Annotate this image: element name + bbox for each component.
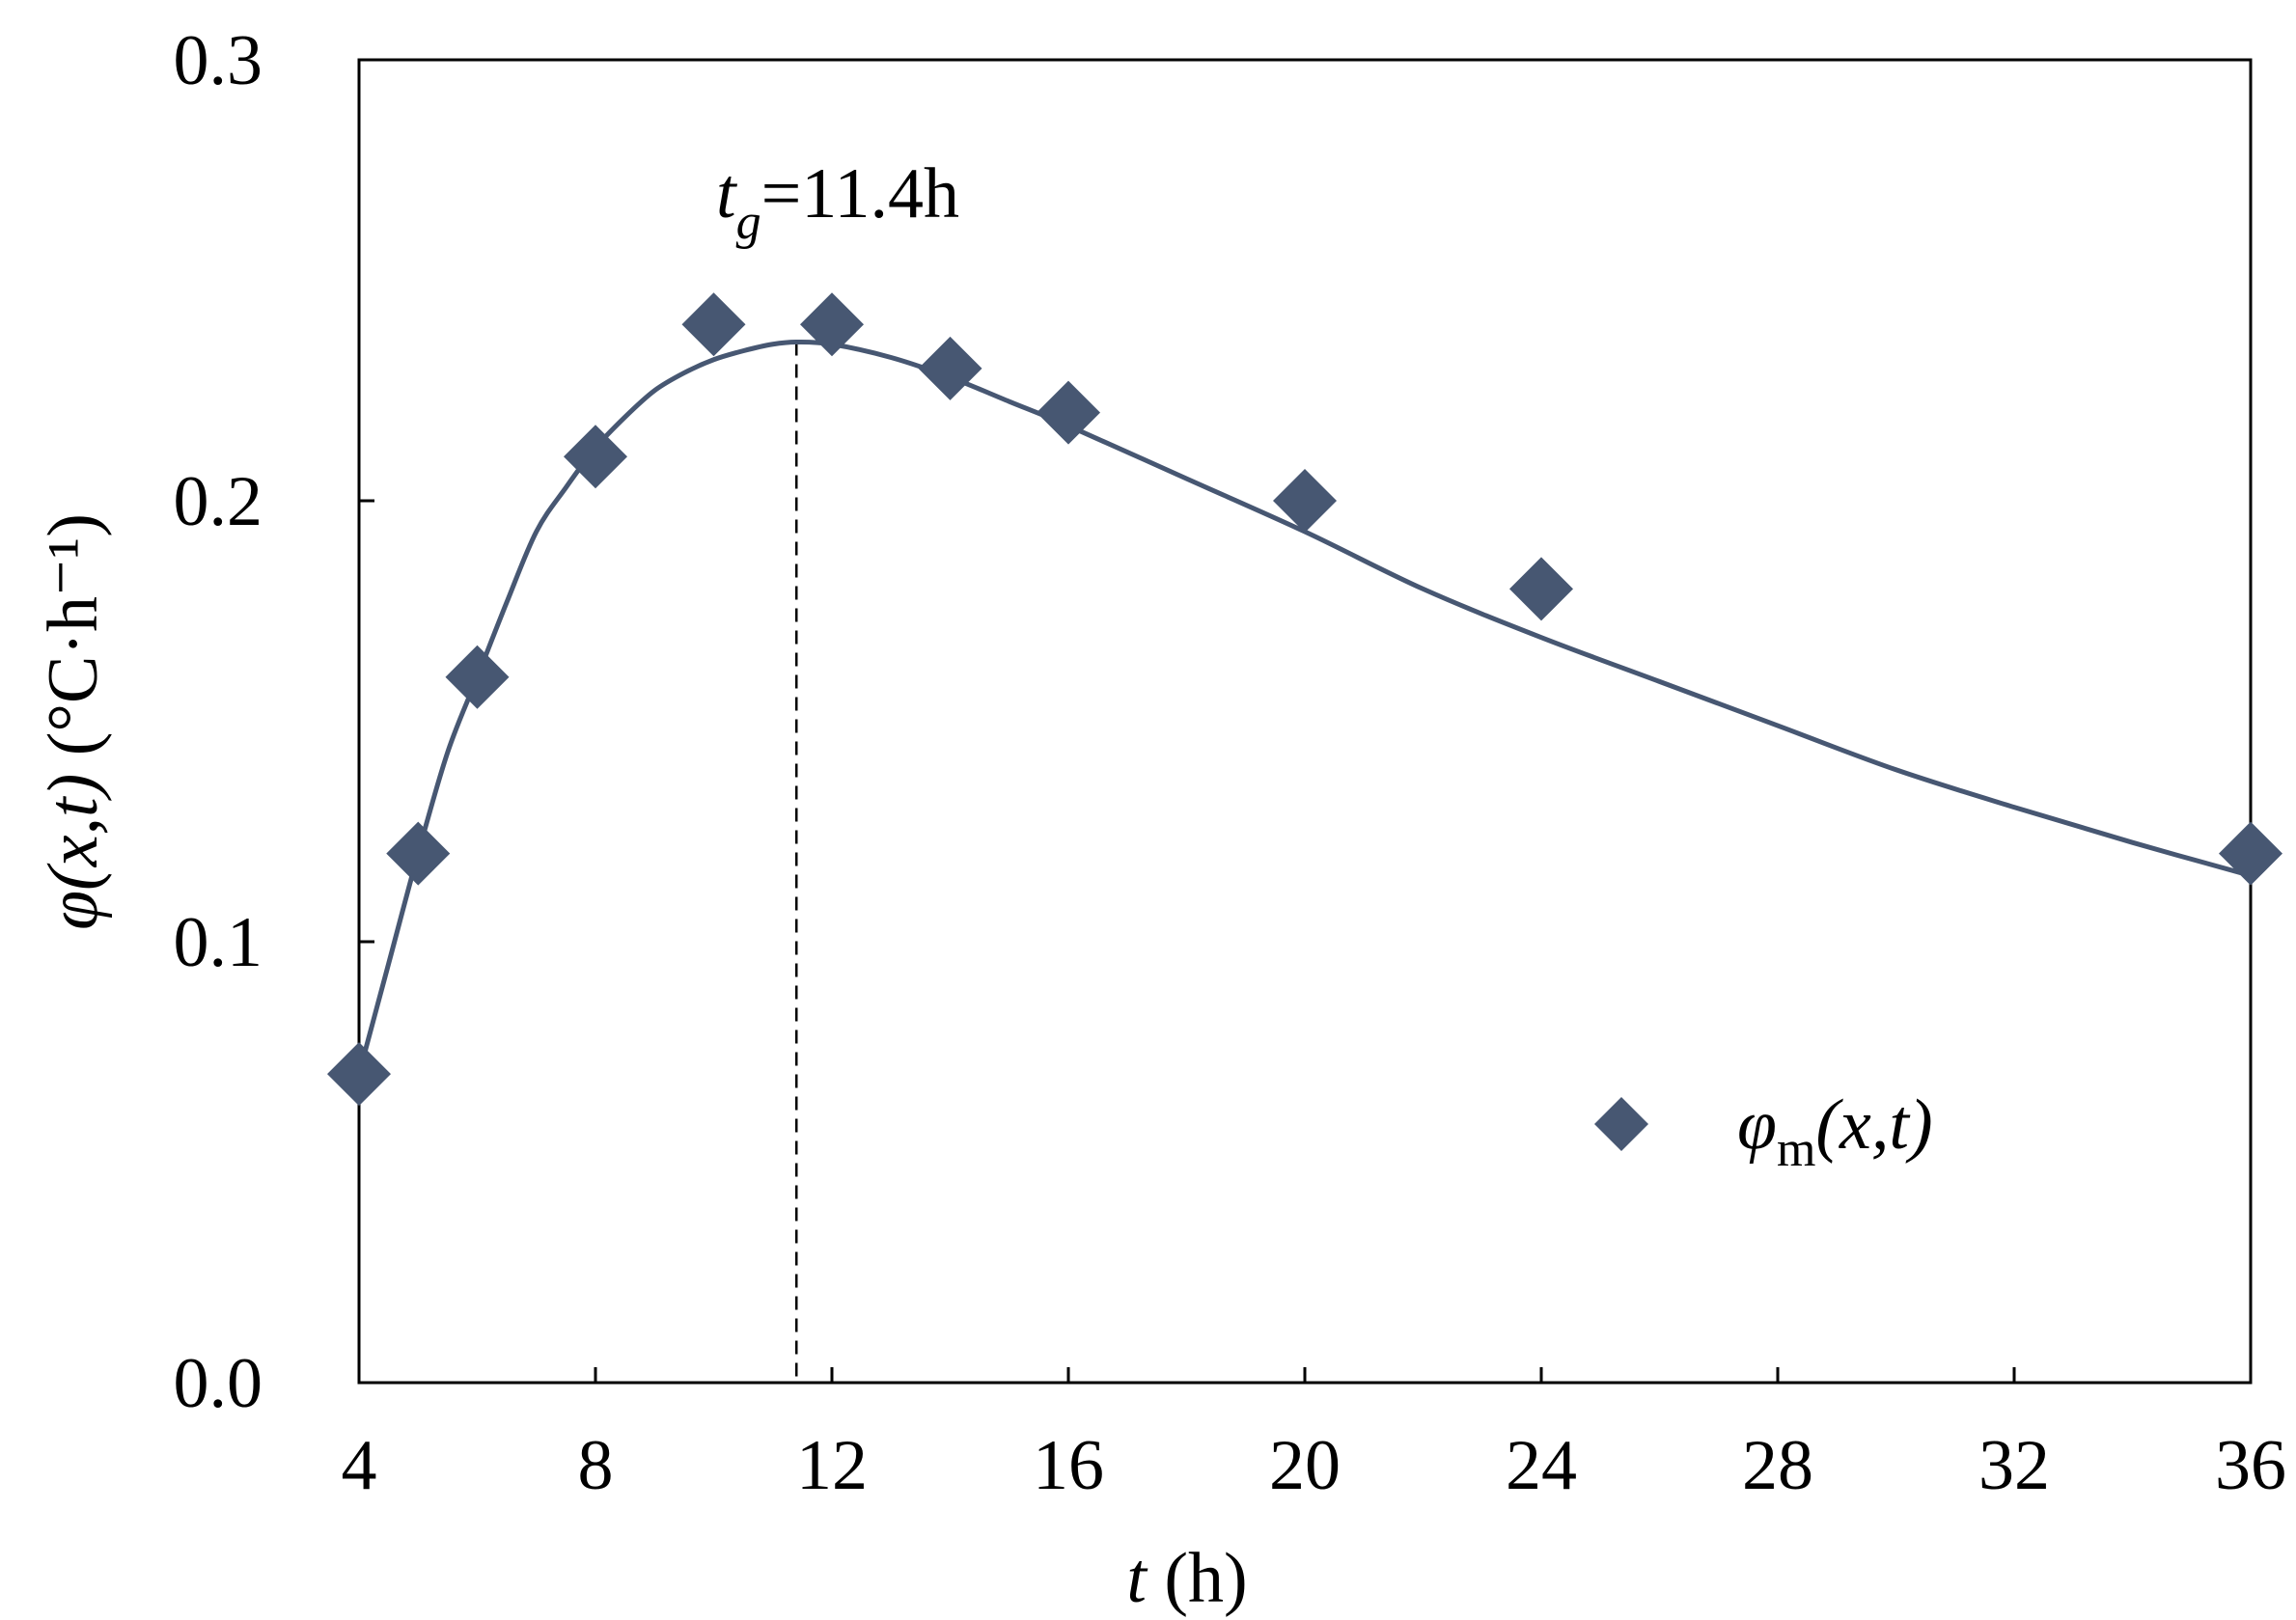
data-point-t20 — [1273, 469, 1337, 533]
data-point-t36 — [2219, 821, 2282, 886]
data-point-t10 — [681, 292, 746, 357]
y-ticks — [359, 58, 374, 1385]
x-axis-title: t (h) — [1126, 1539, 1247, 1618]
x-tick-label-20: 20 — [1269, 1426, 1341, 1505]
y-tick-label-0.1: 0.1 — [174, 903, 263, 982]
data-point-t6 — [445, 645, 510, 709]
x-tick-label-36: 36 — [2215, 1426, 2286, 1505]
plot-area-frame — [357, 58, 2253, 1385]
x-ticks — [357, 1367, 2253, 1383]
y-tick-label-0.3: 0.3 — [174, 21, 263, 100]
data-point-t16 — [1037, 380, 1100, 445]
x-tick-label-12: 12 — [796, 1426, 868, 1505]
legend: φm(x,t) — [1594, 1085, 1933, 1177]
x-tick-label-4: 4 — [342, 1426, 377, 1505]
y-tick-labels: 0.0 0.1 0.2 0.3 — [174, 21, 263, 1423]
y-tick-label-0.0: 0.0 — [174, 1344, 263, 1423]
x-tick-labels: 4 8 12 16 20 24 28 32 36 — [342, 1426, 2287, 1505]
data-point-t4 — [327, 1042, 391, 1107]
x-tick-label-24: 24 — [1506, 1426, 1577, 1505]
legend-label: φm(x,t) — [1737, 1085, 1933, 1177]
x-tick-label-16: 16 — [1033, 1426, 1104, 1505]
data-points — [327, 292, 2282, 1107]
y-tick-label-0.2: 0.2 — [174, 462, 263, 541]
fit-curve — [356, 339, 2252, 1075]
legend-marker-diamond — [1594, 1097, 1648, 1151]
x-tick-label-28: 28 — [1742, 1426, 1813, 1505]
data-point-t12 — [800, 292, 864, 357]
y-axis-title: φ(x,t) (°C·h⁻¹) — [34, 513, 113, 930]
data-point-t24 — [1509, 557, 1573, 621]
data-point-t14 — [918, 336, 982, 400]
x-tick-label-32: 32 — [1978, 1426, 2050, 1505]
peak-time-annotation: tg=11.4h — [716, 154, 959, 250]
data-point-t5 — [386, 821, 451, 886]
data-point-t8 — [564, 425, 627, 489]
x-tick-label-8: 8 — [578, 1426, 614, 1505]
